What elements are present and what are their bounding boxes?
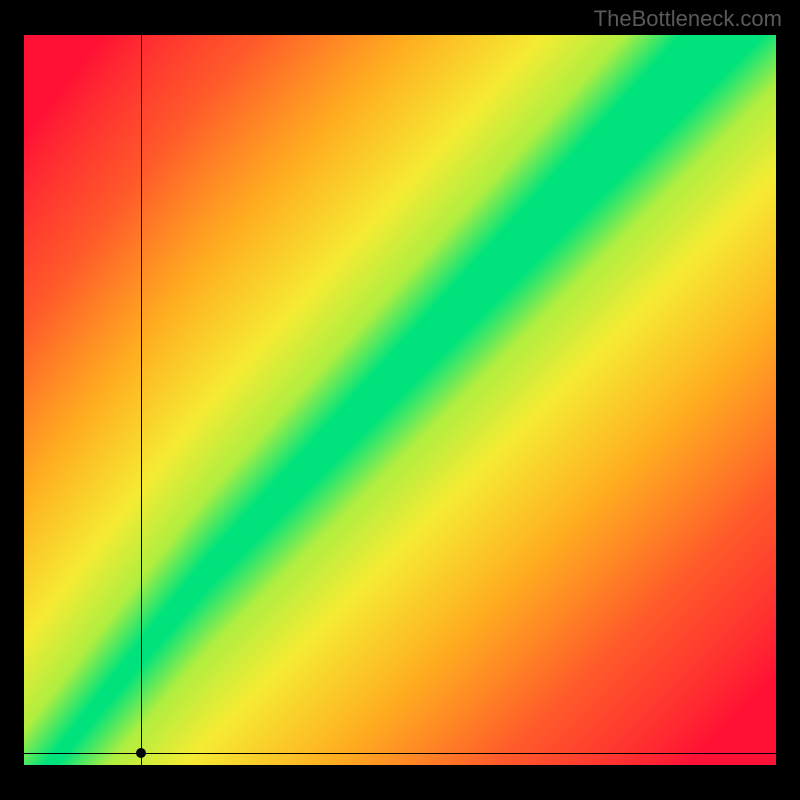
heatmap-canvas: [24, 35, 776, 765]
bottleneck-heatmap: [24, 35, 776, 765]
data-point-marker: [136, 748, 146, 758]
watermark-text: TheBottleneck.com: [594, 6, 782, 32]
crosshair-vertical: [141, 35, 142, 765]
